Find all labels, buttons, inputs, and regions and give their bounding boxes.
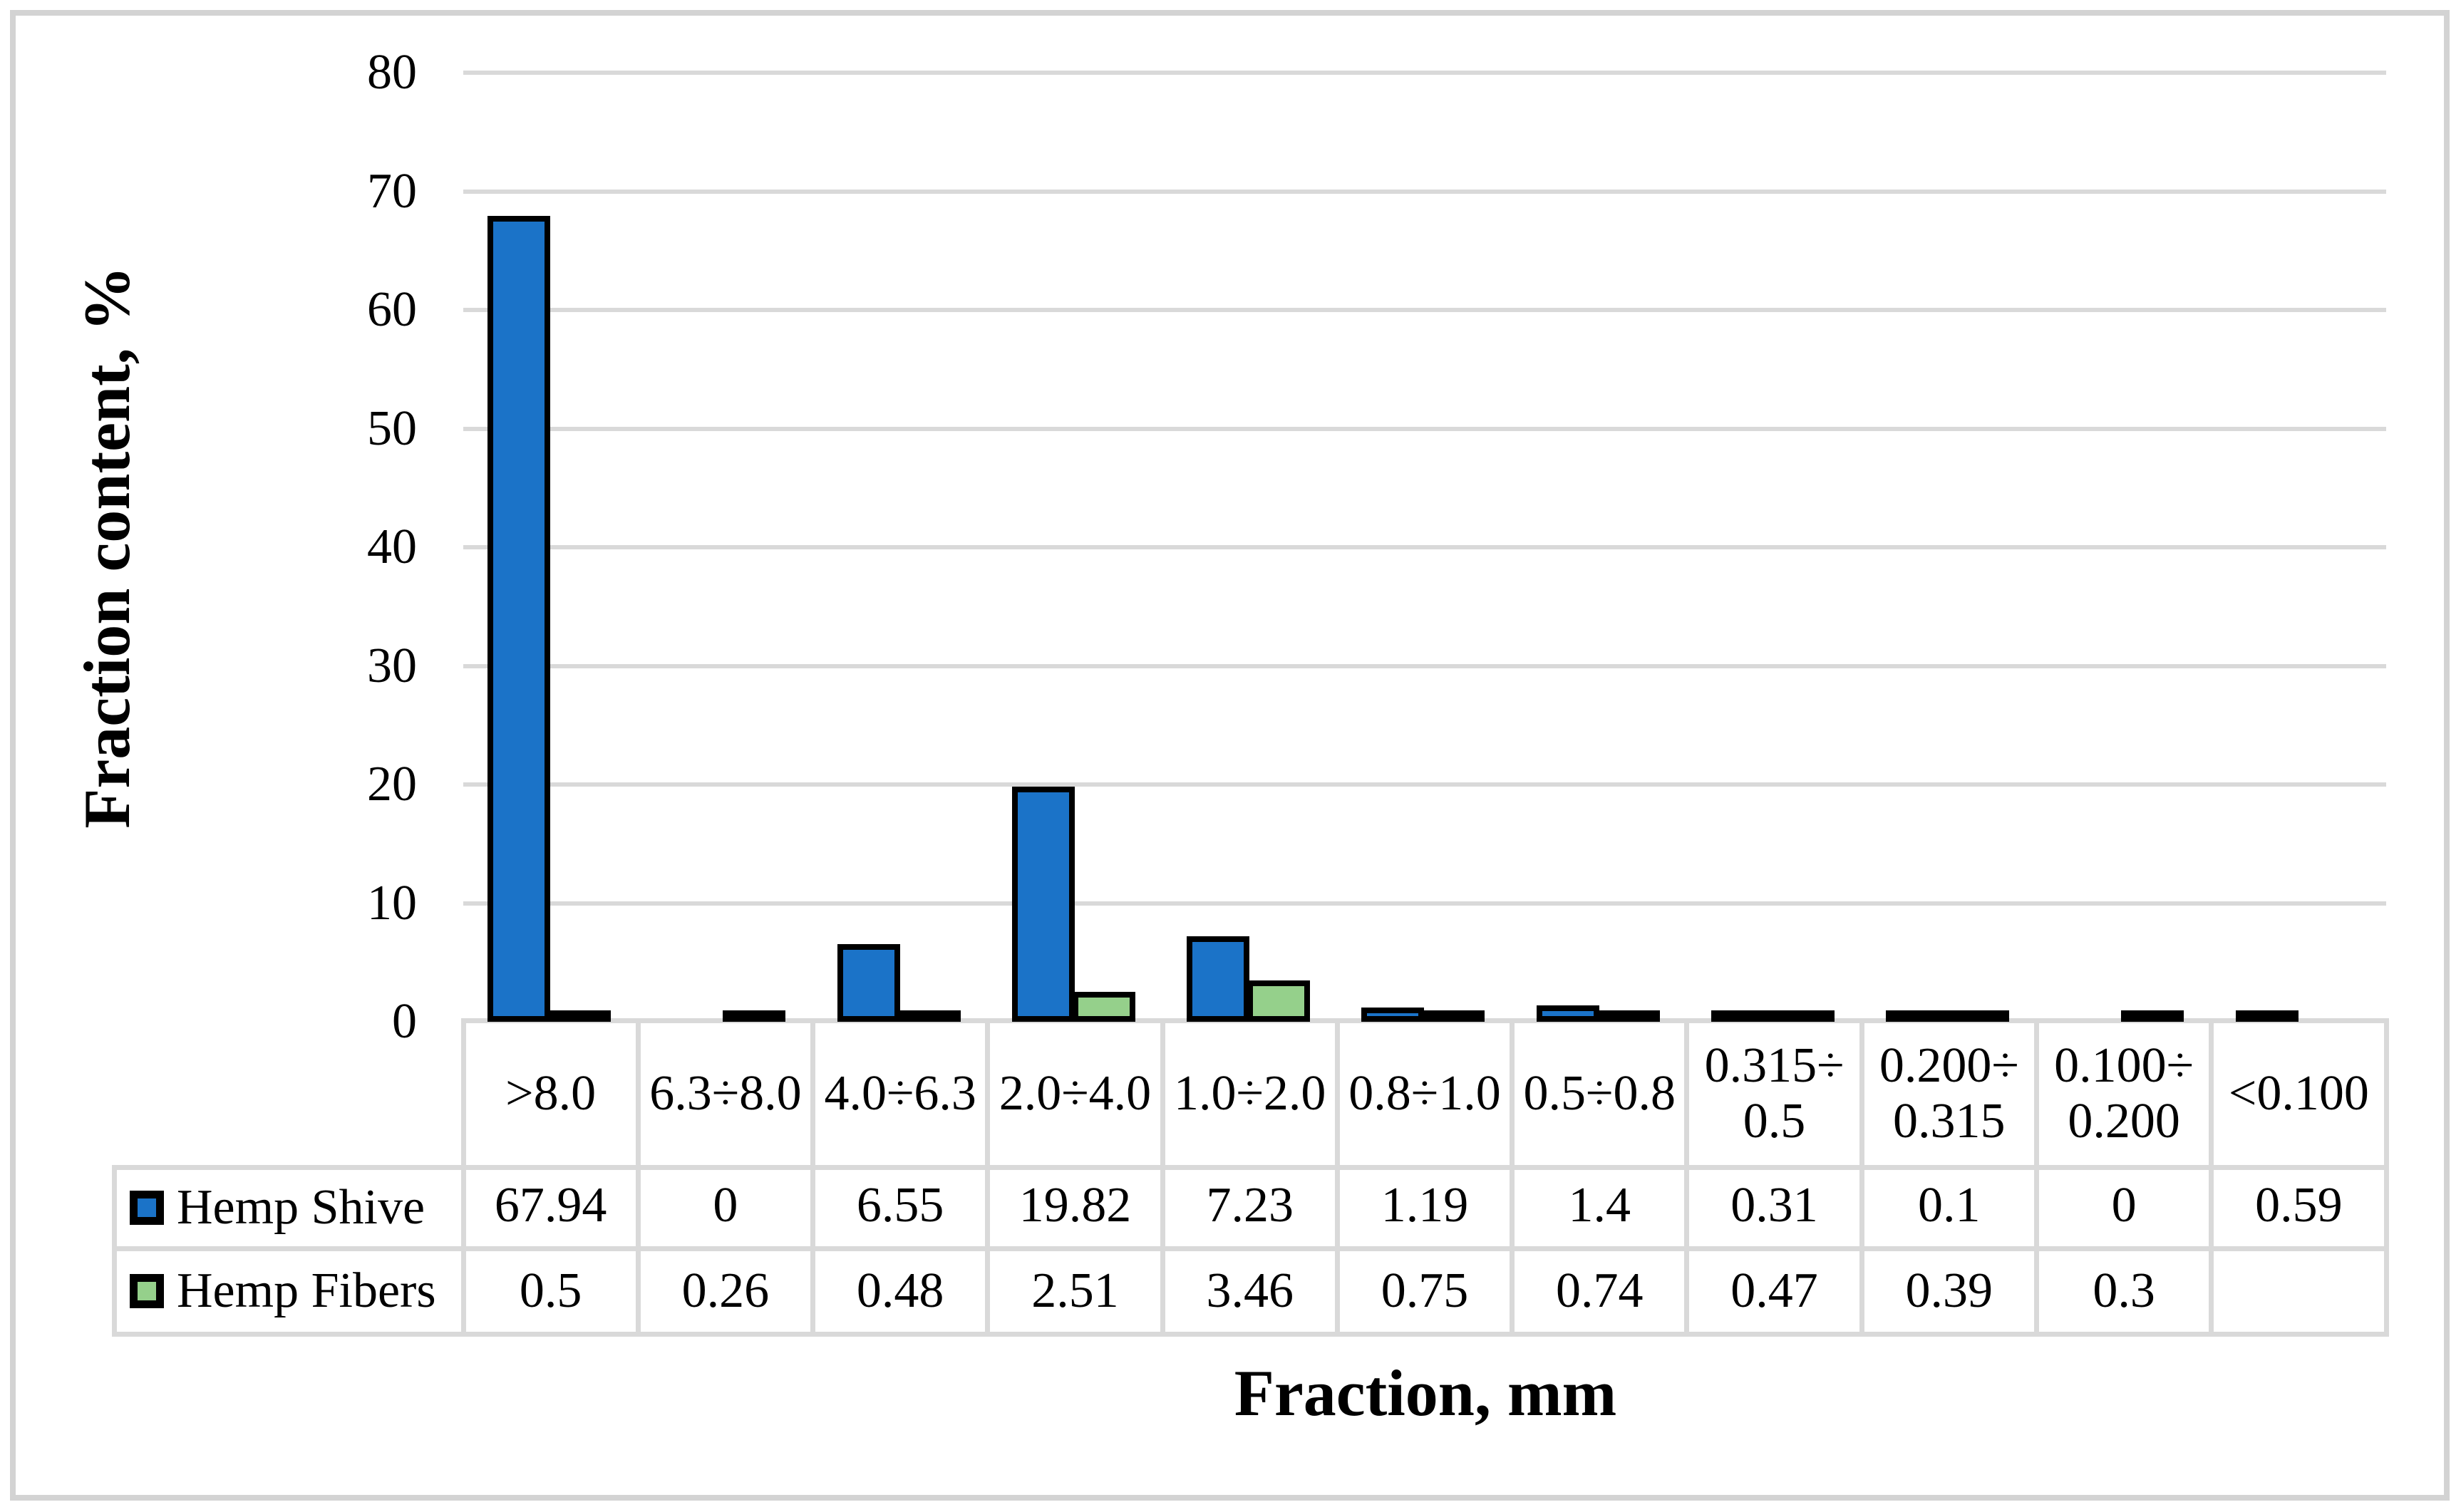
gridline-40 (463, 545, 2386, 549)
bar-hemp-fibers-0.200÷0.315 (1946, 1010, 2009, 1022)
value-hemp-shive-0.100÷0.200: 0 (2111, 1177, 2137, 1233)
gridline-60 (463, 308, 2386, 312)
table-column-line-1 (635, 1020, 641, 1334)
table-column-line-5 (1334, 1020, 1340, 1334)
table-header-divider (112, 1164, 2389, 1170)
gridline-50 (463, 426, 2386, 431)
y-tick-label-50: 50 (367, 400, 417, 456)
bar-hemp-shive-4.0÷6.3 (837, 944, 900, 1022)
value-hemp-shive-1.0÷2.0: 7.23 (1206, 1177, 1294, 1233)
value-hemp-fibers->8.0: 0.5 (519, 1263, 582, 1318)
table-column-line-9 (2033, 1020, 2039, 1334)
table-column-line-10 (2209, 1020, 2214, 1334)
value-hemp-shive-6.3÷8.0: 0 (713, 1177, 738, 1233)
bar-hemp-shive->8.0 (487, 216, 550, 1022)
category-label-4.0÷6.3: 4.0÷6.3 (824, 1065, 976, 1121)
category-label-0.8÷1.0: 0.8÷1.0 (1348, 1065, 1501, 1121)
value-hemp-fibers-4.0÷6.3: 0.48 (856, 1263, 944, 1318)
table-column-line-11 (2383, 1020, 2389, 1334)
legend-item-hemp-fibers: Hemp Fibers (114, 1251, 458, 1331)
category-label->8.0: >8.0 (505, 1065, 597, 1121)
bar-hemp-shive-1.0÷2.0 (1187, 936, 1249, 1022)
value-hemp-fibers-2.0÷4.0: 2.51 (1031, 1263, 1119, 1318)
category-label-0.200÷0.315: 0.200÷ 0.315 (1879, 1037, 2019, 1149)
figure-border (10, 10, 2450, 1501)
table-column-line-3 (985, 1020, 991, 1334)
bar-hemp-fibers-4.0÷6.3 (898, 1010, 961, 1022)
y-axis-title: Fraction content, % (71, 266, 143, 829)
bar-hemp-shive-0.8÷1.0 (1361, 1008, 1424, 1022)
table-bottom-line (112, 1331, 2389, 1337)
value-hemp-shive-4.0÷6.3: 6.55 (856, 1177, 944, 1233)
bar-hemp-shive-0.200÷0.315 (1886, 1010, 1949, 1022)
category-label-2.0÷4.0: 2.0÷4.0 (999, 1065, 1152, 1121)
bar-hemp-fibers-0.100÷0.200 (2121, 1010, 2184, 1022)
hemp-shive-legend-swatch (130, 1191, 164, 1225)
category-label-0.315÷0.5: 0.315÷ 0.5 (1704, 1037, 1845, 1149)
hemp-fibers-legend-label: Hemp Fibers (177, 1263, 436, 1318)
bar-hemp-fibers-0.8÷1.0 (1422, 1010, 1485, 1022)
hemp-shive-legend-label: Hemp Shive (177, 1180, 425, 1235)
value-hemp-fibers-6.3÷8.0: 0.26 (681, 1263, 770, 1318)
y-tick-label-70: 70 (367, 163, 417, 219)
table-row-divider (112, 1246, 2389, 1251)
value-hemp-fibers-<0.100 (2216, 1251, 2382, 1331)
category-label-1.0÷2.0: 1.0÷2.0 (1174, 1065, 1326, 1121)
value-hemp-fibers-0.315÷0.5: 0.47 (1730, 1263, 1818, 1318)
bar-hemp-shive-0.5÷0.8 (1537, 1005, 1599, 1022)
y-tick-label-0: 0 (392, 994, 417, 1049)
table-column-line-2 (810, 1020, 816, 1334)
value-hemp-shive->8.0: 67.94 (494, 1177, 607, 1233)
category-label-6.3÷8.0: 6.3÷8.0 (649, 1065, 802, 1121)
gridline-30 (463, 663, 2386, 668)
table-legend-left-line (111, 1167, 117, 1334)
gridline-10 (463, 901, 2386, 906)
gridline-80 (463, 71, 2386, 75)
value-hemp-shive-0.200÷0.315: 0.1 (1918, 1177, 1981, 1233)
value-hemp-shive-0.315÷0.5: 0.31 (1730, 1177, 1818, 1233)
value-hemp-fibers-0.5÷0.8: 0.74 (1556, 1263, 1644, 1318)
bar-hemp-fibers->8.0 (548, 1010, 611, 1022)
legend-item-hemp-shive: Hemp Shive (114, 1170, 458, 1246)
value-hemp-shive-<0.100: 0.59 (2255, 1177, 2343, 1233)
value-hemp-fibers-0.8÷1.0: 0.75 (1381, 1263, 1469, 1318)
x-axis-title: Fraction, mm (1234, 1357, 1617, 1429)
table-column-line-8 (1859, 1020, 1864, 1334)
bar-hemp-shive-2.0÷4.0 (1012, 787, 1075, 1022)
category-label-0.100÷0.200: 0.100÷ 0.200 (2054, 1037, 2194, 1149)
bar-hemp-fibers-1.0÷2.0 (1247, 980, 1310, 1022)
table-column-line-6 (1510, 1020, 1515, 1334)
value-hemp-shive-2.0÷4.0: 19.82 (1018, 1177, 1132, 1233)
gridline-70 (463, 189, 2386, 194)
bar-hemp-shive-<0.100 (2236, 1010, 2299, 1022)
value-hemp-fibers-1.0÷2.0: 3.46 (1206, 1263, 1294, 1318)
y-tick-label-80: 80 (367, 45, 417, 100)
bar-hemp-fibers-2.0÷4.0 (1073, 992, 1135, 1022)
value-hemp-shive-0.8÷1.0: 1.19 (1381, 1177, 1469, 1233)
y-tick-label-40: 40 (367, 519, 417, 574)
value-hemp-fibers-0.100÷0.200: 0.3 (2093, 1263, 2155, 1318)
value-hemp-shive-0.5÷0.8: 1.4 (1568, 1177, 1631, 1233)
table-column-line-4 (1160, 1020, 1165, 1334)
table-column-line-7 (1684, 1020, 1690, 1334)
y-tick-label-60: 60 (367, 282, 417, 337)
category-label-0.5÷0.8: 0.5÷0.8 (1523, 1065, 1676, 1121)
hemp-fibers-legend-swatch (130, 1274, 164, 1308)
gridline-20 (463, 782, 2386, 787)
y-tick-label-10: 10 (367, 875, 417, 931)
bar-hemp-shive-0.315÷0.5 (1711, 1010, 1774, 1022)
table-column-line-0 (460, 1020, 466, 1334)
bar-hemp-fibers-0.315÷0.5 (1772, 1010, 1835, 1022)
bar-hemp-fibers-0.5÷0.8 (1597, 1010, 1660, 1022)
bar-hemp-fibers-6.3÷8.0 (723, 1010, 785, 1022)
y-tick-label-20: 20 (367, 757, 417, 812)
category-label-<0.100: <0.100 (2228, 1065, 2369, 1121)
y-tick-label-30: 30 (367, 638, 417, 693)
value-hemp-fibers-0.200÷0.315: 0.39 (1905, 1263, 1993, 1318)
